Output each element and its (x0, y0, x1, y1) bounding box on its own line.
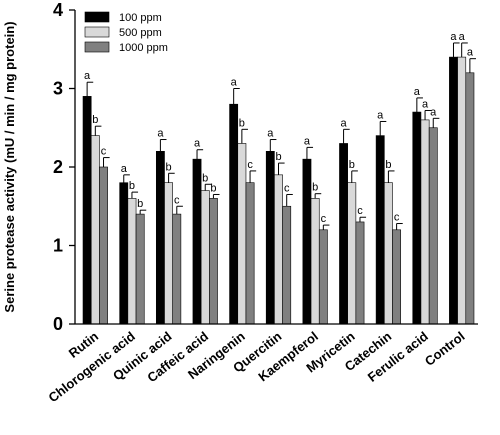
significance-label: b (385, 159, 391, 171)
legend-swatch (84, 11, 110, 23)
significance-label: c (357, 205, 363, 217)
bar-group: a b c (339, 117, 367, 325)
legend-label: 1000 ppm (119, 42, 168, 54)
bar (209, 198, 218, 325)
significance-label: a (194, 138, 201, 150)
bar (164, 182, 173, 325)
significance-label: a (231, 77, 238, 89)
bar (318, 229, 328, 325)
significance-label: a (377, 109, 384, 121)
significance-label: b (202, 172, 208, 184)
bar (412, 111, 422, 325)
bar (457, 56, 467, 325)
bar (99, 166, 108, 325)
significance-label: a (414, 86, 421, 98)
significance-label: a (459, 31, 466, 43)
bar-group: abb (119, 163, 147, 325)
y-tick-label: 3 (53, 79, 63, 99)
legend-label: 100 ppm (119, 12, 162, 24)
significance-label: c (247, 159, 253, 171)
bar (245, 182, 255, 325)
significance-label: b (349, 159, 355, 171)
bar (119, 182, 129, 325)
significance-label: c (284, 182, 290, 194)
bar (282, 205, 292, 325)
bar (420, 119, 430, 325)
bar (172, 213, 182, 325)
bar-group: ab c (265, 128, 293, 325)
legend-swatch (84, 41, 110, 53)
bar (384, 182, 393, 325)
legend-label: 500 ppm (119, 27, 162, 39)
significance-label: b (129, 180, 135, 192)
bar (229, 103, 239, 325)
bar-group: a b c (302, 135, 330, 325)
y-axis-label: Serine protease activity (mU / min / mg … (2, 21, 17, 312)
significance-label: c (321, 213, 327, 225)
bar (237, 143, 247, 325)
bar-group: a b c (82, 70, 110, 325)
bar (347, 182, 357, 325)
significance-label: c (174, 194, 180, 206)
bar (339, 143, 348, 325)
legend-swatch (84, 26, 110, 38)
bar (375, 135, 385, 325)
significance-label: a (450, 31, 457, 43)
bar (392, 229, 402, 325)
y-tick-label: 0 (53, 314, 63, 334)
bar (465, 72, 475, 325)
bar (200, 190, 210, 325)
significance-label: a (422, 98, 429, 110)
significance-label: b (137, 198, 143, 210)
bar (355, 221, 365, 325)
bar (265, 151, 275, 325)
y-tick-label: 1 (53, 236, 63, 256)
y-axis: 0 1 2 3 4 (53, 0, 76, 334)
bar-group: a b c (229, 77, 257, 325)
bar (82, 96, 92, 325)
significance-label: a (304, 135, 311, 147)
legend: 100 ppm 500 ppm 1000 ppm (84, 11, 168, 54)
bar (310, 198, 320, 325)
significance-label: a (84, 70, 91, 82)
significance-label: a (341, 117, 348, 129)
significance-label: b (92, 114, 98, 126)
significance-label: b (210, 182, 216, 194)
significance-label: a (157, 128, 164, 140)
significance-label: c (101, 146, 107, 158)
bar-group: a b c (375, 109, 403, 325)
significance-label: b (166, 161, 172, 173)
bar (127, 198, 137, 325)
y-tick-label: 4 (53, 0, 63, 20)
significance-label: a (467, 47, 474, 59)
bar (155, 151, 165, 325)
bar-group: aaa (412, 86, 440, 325)
y-tick-label: 2 (53, 157, 63, 177)
bar (135, 213, 145, 325)
significance-label: a (267, 128, 274, 140)
bar (302, 158, 312, 325)
bar-group: a bb (192, 138, 220, 325)
bar (192, 158, 202, 325)
significance-label: b (312, 182, 318, 194)
significance-label: a (430, 106, 437, 118)
bar (90, 135, 100, 325)
bar (428, 127, 438, 325)
significance-label: b (275, 151, 281, 163)
significance-label: a (121, 163, 128, 175)
significance-label: b (239, 117, 245, 129)
significance-label: c (394, 212, 400, 224)
x-tick-label: Control (422, 329, 468, 369)
bar (449, 56, 458, 325)
bar-group: a b c (155, 128, 183, 325)
bar (274, 174, 283, 325)
